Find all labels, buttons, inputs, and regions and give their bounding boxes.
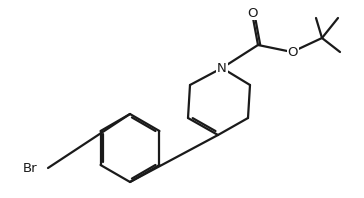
Text: Br: Br	[23, 162, 37, 174]
Text: O: O	[288, 46, 298, 58]
Text: O: O	[248, 7, 258, 19]
Text: N: N	[217, 62, 227, 74]
